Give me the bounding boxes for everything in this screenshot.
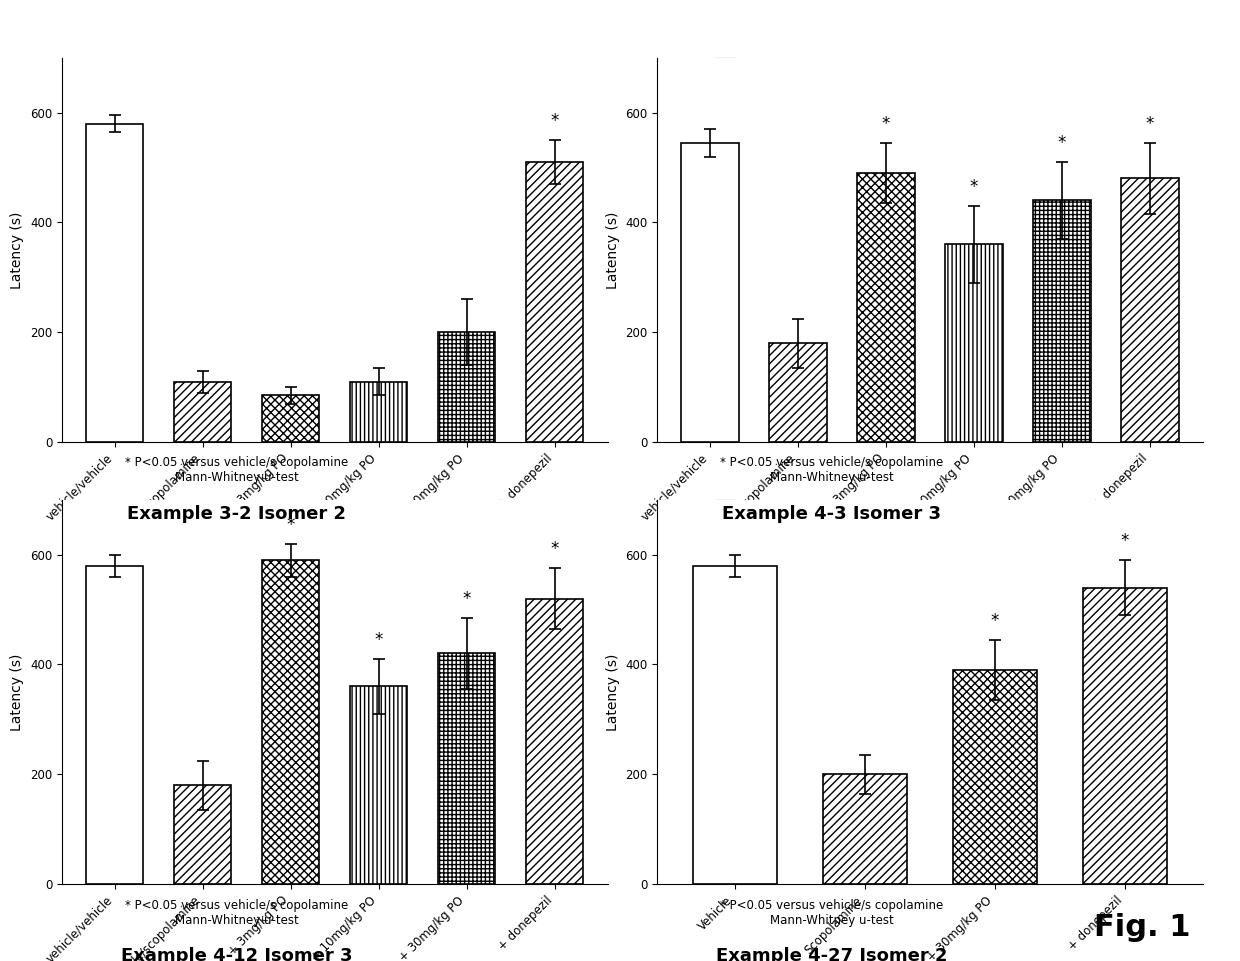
Y-axis label: Latency (s): Latency (s) bbox=[10, 653, 25, 730]
Legend: vehicle/vehicle, Scopolamine (1mg/kg IP), + 3mg/kg (PO), + 10mg/kg (PO), + 30mg/: vehicle/vehicle, Scopolamine (1mg/kg IP)… bbox=[713, 498, 901, 606]
Bar bbox=[526, 162, 583, 442]
Text: *: * bbox=[991, 612, 999, 629]
Text: Example 3-2 Isomer 2: Example 3-2 Isomer 2 bbox=[126, 505, 346, 523]
Text: Example 4-27 Isomer 2: Example 4-27 Isomer 2 bbox=[715, 947, 947, 961]
Y-axis label: Latency (s): Latency (s) bbox=[605, 653, 620, 730]
Bar bbox=[1083, 587, 1167, 884]
Text: *: * bbox=[1146, 115, 1154, 133]
Y-axis label: Latency (s): Latency (s) bbox=[605, 211, 620, 288]
Bar bbox=[823, 775, 908, 884]
Text: *: * bbox=[1121, 532, 1130, 551]
Bar bbox=[945, 244, 1003, 442]
Text: *: * bbox=[1058, 135, 1066, 152]
Bar bbox=[87, 124, 144, 442]
Bar bbox=[174, 382, 232, 442]
Bar bbox=[526, 599, 583, 884]
Text: Example 4-12 Isomer 3: Example 4-12 Isomer 3 bbox=[120, 947, 352, 961]
Text: *: * bbox=[551, 112, 559, 130]
Bar bbox=[857, 173, 915, 442]
Text: Fig. 1: Fig. 1 bbox=[1094, 913, 1190, 942]
Bar bbox=[438, 653, 496, 884]
Bar bbox=[769, 343, 827, 442]
Bar bbox=[693, 566, 777, 884]
Bar bbox=[682, 143, 739, 442]
Text: * P<0.05 versus vehicle/s copolamine
Mann-Whitney u-test: * P<0.05 versus vehicle/s copolamine Man… bbox=[125, 899, 348, 926]
Bar bbox=[262, 560, 320, 884]
Text: * P<0.05 versus vehicle/s copolamine
Mann-Whitney u-test: * P<0.05 versus vehicle/s copolamine Man… bbox=[720, 899, 944, 926]
Text: *: * bbox=[882, 115, 890, 133]
Y-axis label: Latency (s): Latency (s) bbox=[10, 211, 25, 288]
Bar bbox=[262, 395, 320, 442]
Bar bbox=[350, 382, 408, 442]
Text: Example 4-3 Isomer 3: Example 4-3 Isomer 3 bbox=[722, 505, 941, 523]
Text: *: * bbox=[551, 540, 559, 558]
Bar bbox=[1033, 201, 1091, 442]
Legend: vehicle/vehicle, Scopolamine (1mg/kg IP), + 3mg/kg (PO), + 10mg/kg (PO), + 30mg/: vehicle/vehicle, Scopolamine (1mg/kg IP)… bbox=[713, 56, 901, 164]
Bar bbox=[1121, 179, 1178, 442]
Text: *: * bbox=[374, 631, 383, 649]
Bar bbox=[952, 670, 1037, 884]
Bar bbox=[87, 566, 144, 884]
Text: *: * bbox=[463, 590, 471, 608]
Bar bbox=[174, 785, 232, 884]
Text: *: * bbox=[970, 178, 978, 196]
Bar bbox=[438, 333, 496, 442]
Text: * P<0.05 versus vehicle/s copolamine
Mann-Whitney u-test: * P<0.05 versus vehicle/s copolamine Man… bbox=[720, 456, 944, 484]
Text: * P<0.05 versus vehicle/s copolamine
Mann-Whitney u-test: * P<0.05 versus vehicle/s copolamine Man… bbox=[125, 456, 348, 484]
Text: *: * bbox=[286, 516, 295, 533]
Bar bbox=[350, 686, 408, 884]
